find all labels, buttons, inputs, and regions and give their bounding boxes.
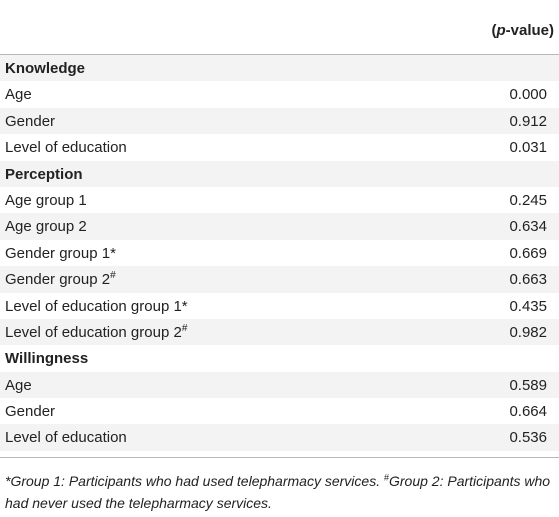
table-header-row: (p-value) — [0, 4, 559, 54]
row-label: Age — [5, 377, 32, 394]
section-header-row: Willingness — [0, 345, 559, 371]
row-label-text: Age group 2 — [5, 218, 87, 236]
row-label-text: Age group 1 — [5, 191, 87, 209]
row-label-text: Age — [5, 86, 32, 104]
row-label-hash-mark: # — [110, 270, 116, 282]
row-label-text: Perception — [5, 165, 83, 183]
table-row: Gender 0.664 — [0, 398, 559, 424]
row-label: Level of education — [5, 429, 127, 446]
row-label-text: Gender — [5, 112, 56, 130]
section-label: Perception — [5, 166, 83, 183]
section-label: Knowledge — [5, 60, 85, 77]
row-label-text: Level of education group 1* — [5, 297, 188, 315]
table-header-rule — [0, 54, 559, 55]
row-label-text: Gender group 1* — [5, 244, 116, 262]
row-label: Age group 2 — [5, 218, 87, 235]
row-label: Age — [5, 86, 32, 103]
footnote-hash-mark: # — [383, 472, 389, 483]
row-label-text: Level of education group 2 — [5, 323, 182, 341]
table-body: Knowledge Age 0.000 Gender 0.912 Level of edu… — [0, 55, 559, 451]
footnote-group2: Group 2: Participants who had never used… — [5, 473, 551, 511]
row-label-text: Level of education — [5, 139, 127, 157]
table-row: Age group 2 0.634 — [0, 213, 559, 240]
table-footnote: *Group 1: Participants who had used tele… — [5, 470, 557, 514]
row-label-text: Gender — [5, 403, 56, 421]
table-row: Level of education group 1* 0.435 — [0, 293, 559, 319]
p-value-cell: 0.031 — [509, 139, 547, 157]
row-label: Gender — [5, 403, 55, 420]
row-label-text: Gender group 2 — [5, 271, 111, 289]
pvalue-open-paren: ( — [491, 22, 497, 39]
pvalue-column-header: (p-value) — [491, 22, 554, 39]
row-label: Level of education group 1* — [5, 298, 188, 315]
table-row: Age 0.000 — [0, 81, 559, 107]
p-value-cell: 0.435 — [509, 297, 547, 315]
row-label: Gender — [5, 113, 55, 130]
p-value-cell: 0.912 — [509, 112, 547, 130]
row-label-text: Level of education — [5, 429, 127, 447]
table-row: Gender group 1* 0.669 — [0, 240, 559, 266]
row-label: Age group 1 — [5, 192, 87, 209]
row-label-hash-mark: # — [181, 322, 188, 334]
row-label: Gender group 2# — [5, 270, 116, 289]
p-value-cell: 0.589 — [509, 376, 547, 394]
p-value-cell: 0.634 — [509, 218, 547, 236]
row-label-text: Age — [5, 376, 32, 394]
row-label: Level of education — [5, 139, 127, 156]
row-label-text: Knowledge — [5, 60, 86, 77]
pvalue-p-letter: p — [496, 22, 506, 39]
table-row: Age group 1 0.245 — [0, 187, 559, 213]
section-header-row: Knowledge — [0, 55, 559, 82]
p-value-cell: 0.663 — [509, 271, 547, 289]
row-label-text: Willingness — [5, 350, 89, 368]
section-label: Willingness — [5, 350, 88, 367]
table-row: Gender group 2# 0.663 — [0, 266, 559, 293]
p-value-cell: 0.536 — [509, 429, 547, 447]
p-value-cell: 0.664 — [509, 403, 547, 421]
p-value-cell: 0.982 — [509, 323, 547, 341]
table-row: Age 0.589 — [0, 371, 559, 399]
row-label: Level of education group 2# — [5, 322, 188, 341]
p-value-cell: 0.669 — [509, 244, 547, 262]
section-header-row: Perception — [0, 160, 559, 187]
footnote-group1: *Group 1: Participants who had used tele… — [5, 473, 384, 489]
p-value-cell: 0.000 — [509, 86, 547, 104]
p-value-cell: 0.245 — [509, 191, 547, 209]
table-row: Gender 0.912 — [0, 107, 559, 135]
table-row: Level of education 0.031 — [0, 134, 559, 160]
table-row: Level of education group 2# 0.982 — [0, 318, 559, 346]
pvalue-header-rest: -value) — [505, 22, 554, 39]
table-bottom-rule — [0, 457, 559, 458]
row-label: Gender group 1* — [5, 245, 116, 262]
table-row: Level of education 0.536 — [0, 424, 559, 451]
